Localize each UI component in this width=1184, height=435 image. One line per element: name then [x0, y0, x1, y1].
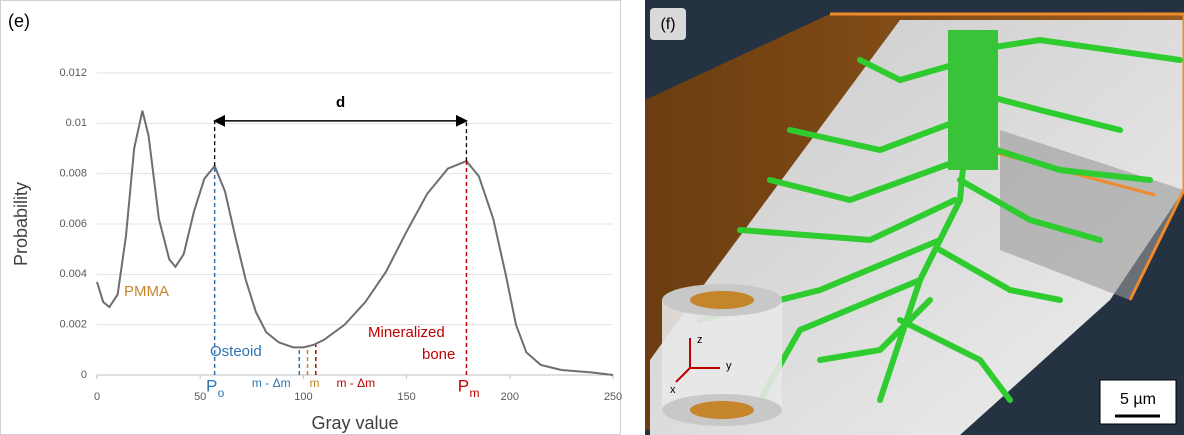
scale-bar-label: 5 µm	[1120, 391, 1156, 408]
marker-label: P	[206, 376, 217, 395]
panel-label: (f)	[660, 16, 675, 33]
panel-e-frame	[1, 1, 621, 435]
x-tick-label: 200	[501, 391, 519, 403]
figure: (e) Gray value Probability PMMA Osteoid …	[0, 0, 1184, 435]
y-tick-label: 0.012	[59, 67, 87, 79]
y-tick-label: 0.004	[59, 268, 87, 280]
marker-label: m - Δm	[336, 376, 375, 390]
x-tick-label: 50	[194, 391, 206, 403]
panel-label: (e)	[8, 11, 30, 31]
cylinder-inset: z y x	[662, 284, 782, 426]
y-tick-label: 0	[81, 369, 87, 381]
marker-label: P	[458, 376, 469, 395]
annotation: Osteoid	[210, 343, 262, 360]
x-axis-label: Gray value	[311, 413, 398, 433]
annotation: PMMA	[124, 283, 169, 300]
x-tick-label: 150	[397, 391, 415, 403]
y-tick-label: 0.006	[59, 218, 87, 230]
axis-name: y	[726, 360, 732, 372]
marker-label: m	[310, 376, 320, 390]
x-tick-label: 0	[94, 391, 100, 403]
marker-sub: m	[469, 386, 479, 400]
x-tick-label: 100	[294, 391, 312, 403]
axis-name: z	[697, 334, 703, 346]
panel-f: (f) 5 µm z y x	[645, 0, 1184, 435]
marker-label: m - Δm	[252, 376, 291, 390]
page: {"chart_data": {"type": "line", "panel_l…	[0, 0, 1184, 435]
annotation: Mineralized	[368, 324, 445, 341]
marker-sub: o	[218, 386, 225, 400]
y-tick-label: 0.01	[66, 117, 87, 129]
d-label: d	[336, 94, 345, 111]
y-tick-label: 0.002	[59, 319, 87, 331]
annotation: bone	[422, 346, 455, 363]
y-axis-label: Probability	[11, 182, 31, 266]
axis-name: x	[670, 384, 676, 396]
y-tick-label: 0.008	[59, 168, 87, 180]
x-tick-label: 250	[604, 391, 622, 403]
